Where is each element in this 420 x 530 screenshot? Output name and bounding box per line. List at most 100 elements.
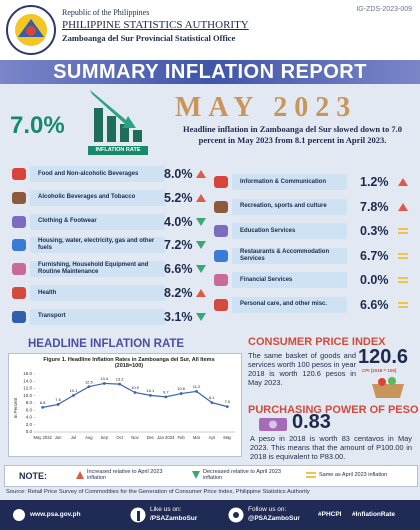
marker xyxy=(210,401,214,405)
note-box: NOTE: Increased relative to April 2023 i… xyxy=(4,465,418,487)
down-arrow xyxy=(196,241,206,250)
commodity-value: 1.2% xyxy=(360,175,389,189)
x-tick-label: Apr xyxy=(209,435,216,440)
x-tick-label: Mar xyxy=(193,435,201,440)
trend-icon xyxy=(398,252,408,259)
marker xyxy=(179,392,183,395)
commodity-icon xyxy=(214,249,228,262)
same-bar xyxy=(398,228,408,230)
value-label: 9.7 xyxy=(163,389,169,394)
cpi-text: The same basket of goods and services wo… xyxy=(248,351,356,387)
up-arrow xyxy=(196,289,206,297)
x-tick-label: Oct xyxy=(116,435,123,440)
commodity-label: Financial Services xyxy=(232,272,347,288)
x-tick-label: Sep xyxy=(101,435,109,440)
x-tick-label: Jun xyxy=(55,435,62,440)
same-bar xyxy=(398,281,408,283)
cpi-value: 120.6 xyxy=(358,346,409,368)
commodity-icon xyxy=(12,310,26,323)
commodity-label: Transport xyxy=(30,308,165,325)
trend-icon xyxy=(196,265,206,274)
commodity-icon xyxy=(12,191,26,204)
commodity-icon xyxy=(214,225,228,237)
x-tick-label: Dec xyxy=(147,435,154,440)
trend-icon xyxy=(398,178,408,186)
source: Source: Retail Price Survey of Commoditi… xyxy=(6,489,310,495)
same-bar xyxy=(398,277,408,279)
basket-icon xyxy=(372,377,404,398)
down-arrow xyxy=(196,217,206,226)
note-up: Increased relative to April 2023 inflati… xyxy=(87,469,163,481)
commodity-value: 8.0% xyxy=(164,167,193,181)
down-arrow xyxy=(196,312,206,321)
x-tick-label: Feb xyxy=(178,435,186,440)
republic: Republic of the Philippines xyxy=(62,8,150,17)
headline-rate: 7.0% xyxy=(10,112,65,139)
y-tick-label: 4.0 xyxy=(26,415,33,420)
commodity-label: Clothing & Footwear xyxy=(30,213,165,230)
value-label: 10.1 xyxy=(146,388,155,393)
x-tick-label: May 2022 xyxy=(33,435,52,440)
trend-icon xyxy=(398,301,408,308)
commodity-value: 6.7% xyxy=(360,248,389,263)
trend-icon xyxy=(196,217,206,226)
website[interactable]: www.psa.gov.ph xyxy=(30,511,81,518)
trend-icon xyxy=(196,193,206,202)
up-arrow xyxy=(196,193,206,202)
y-tick-label: 6.0 xyxy=(26,407,33,412)
trend-icon xyxy=(196,241,206,250)
up-icon xyxy=(76,471,84,479)
commodity-value: 5.2% xyxy=(164,190,193,205)
commodity-value: 0.0% xyxy=(360,273,389,287)
same-bar xyxy=(398,232,408,234)
chart-title: Figure 1. Headline Inflation Rates in Za… xyxy=(43,357,215,369)
marker xyxy=(195,390,198,393)
office: Zamboanga del Sur Provincial Statistical… xyxy=(62,33,236,43)
x-tick-label: Jan 2023 xyxy=(157,435,175,440)
marker xyxy=(118,382,122,386)
note-label: NOTE: xyxy=(19,471,47,481)
value-label: 10.6 xyxy=(177,386,186,391)
marker xyxy=(87,385,91,389)
marker xyxy=(148,393,152,397)
trend-icon xyxy=(196,312,206,321)
y-tick-label: 8.0 xyxy=(26,400,33,405)
same-bar xyxy=(398,301,408,304)
x-tick-label: Nov xyxy=(131,435,139,440)
y-tick-label: 12.0 xyxy=(23,386,32,391)
header: Republic of the Philippines PHILIPPINE S… xyxy=(0,0,420,60)
up-arrow xyxy=(398,178,408,186)
down-arrow xyxy=(196,265,206,274)
facebook-handle[interactable]: /PSAZamboSur xyxy=(150,515,198,522)
ppp-title: PURCHASING POWER OF PESO xyxy=(248,404,419,416)
commodity-icon xyxy=(12,215,26,228)
agency: PHILIPPINE STATISTICS AUTHORITY xyxy=(62,19,249,31)
value-label: 7.6 xyxy=(55,397,61,402)
note-same: Same as April 2023 inflation xyxy=(319,472,388,478)
commodity-label: Furnishing, Household Equipment and Rout… xyxy=(30,261,165,278)
x-tick-label: Jul xyxy=(71,435,76,440)
trend-icon xyxy=(196,170,206,178)
facebook-icon xyxy=(130,507,146,523)
commodity-label: Personal care, and other misc. xyxy=(232,296,347,313)
footer: www.psa.gov.ph Like us on: /PSAZamboSur … xyxy=(0,500,420,530)
report-code: IG-ZDS-2023-009 xyxy=(356,6,412,13)
note-down: Decreased relative to April 2023 inflati… xyxy=(203,469,281,481)
cpi-title: CONSUMER PRICE INDEX xyxy=(248,336,386,348)
commodity-icon xyxy=(12,263,26,276)
headline-text: Headline inflation in Zamboanga del Sur … xyxy=(183,124,402,145)
decline-icon xyxy=(90,90,142,142)
report-title: SUMMARY INFLATION REPORT xyxy=(0,60,420,84)
commodity-value: 0.3% xyxy=(360,224,389,238)
marker xyxy=(225,405,229,409)
marker xyxy=(41,405,45,409)
x-tick-label: Aug xyxy=(85,435,93,440)
same-bar xyxy=(398,252,408,255)
marker xyxy=(72,393,75,397)
commodity-icon xyxy=(214,200,228,213)
twitter-handle[interactable]: @PSAZamboSur xyxy=(248,515,300,522)
value-label: 11.2 xyxy=(193,384,201,389)
same-bar xyxy=(398,256,408,259)
ppp-value: 0.83 xyxy=(292,411,331,433)
commodity-label: Restaurants & Accommodation Services xyxy=(232,247,347,264)
